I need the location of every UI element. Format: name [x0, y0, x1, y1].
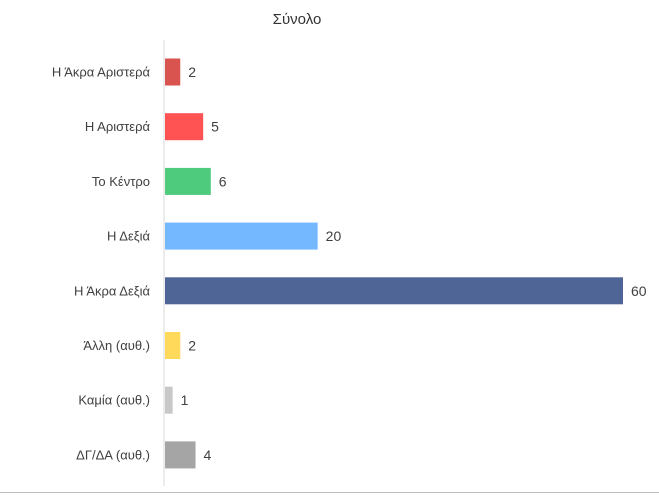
category-label: Καμία (αυθ.): [78, 393, 150, 408]
bar: [165, 441, 196, 469]
category-label: ΔΓ/ΔΑ (αυθ.): [76, 447, 150, 462]
value-label: 2: [188, 338, 196, 354]
bar: [165, 222, 318, 250]
chart-title: Σύνολο: [273, 11, 322, 28]
value-label: 4: [204, 447, 212, 463]
category-label: Η Άκρα Δεξιά: [74, 283, 150, 298]
value-label: 20: [326, 228, 342, 244]
value-label: 60: [631, 283, 647, 299]
bar: [165, 277, 623, 305]
category-label: Άλλη (αυθ.): [83, 338, 150, 353]
plot-area: Η Άκρα Αριστερά 2 Η Αριστερά 5 Το Κέντρο 6 Η Δ…: [0, 40, 659, 493]
bar: [165, 332, 181, 359]
category-label: Η Άκρα Αριστερά: [52, 65, 151, 80]
bar: [165, 386, 173, 414]
category-label: Η Δεξιά: [107, 229, 150, 244]
value-label: 5: [211, 119, 219, 135]
bar: [165, 167, 211, 195]
value-label: 2: [188, 64, 196, 80]
category-label: Το Κέντρο: [92, 174, 150, 189]
value-label: 1: [181, 392, 189, 408]
category-label: Η Αριστερά: [85, 119, 151, 134]
bar: [165, 113, 204, 141]
value-label: 6: [219, 173, 227, 189]
bar: [165, 58, 181, 86]
